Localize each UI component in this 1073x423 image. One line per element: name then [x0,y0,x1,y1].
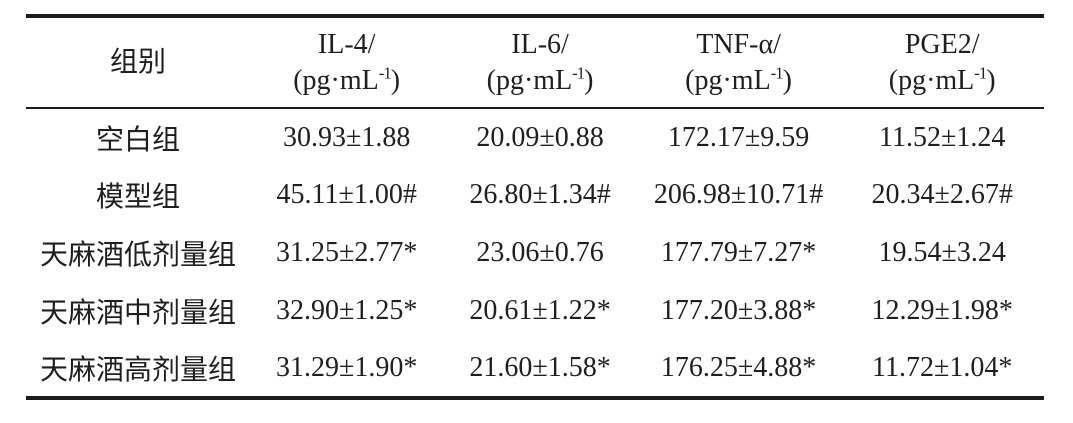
cell-tnf: 176.25±4.88* [660,352,817,383]
col-header-tnf: TNF-α/ (pg·mL-1) [637,16,841,108]
col-header-pge2: PGE2/ (pg·mL-1) [840,16,1044,108]
pge2-header-name: PGE2/ [904,28,980,60]
cell-pge2: 12.29±1.98* [871,295,1013,326]
cell-tnf: 206.98±10.71# [653,179,824,210]
unit-superscript: -1 [974,63,987,83]
table-row-high-dose-group: 天麻酒高剂量组 31.29±1.90* 21.60±1.58* 176.25±4… [26,340,1044,398]
col-header-il6: IL-6/ (pg·mL-1) [443,16,636,108]
cell-il6: 26.80±1.34# [469,179,611,210]
tnf-header-unit: (pg·mL-1) [685,63,792,96]
header-row: 组别 IL-4/ (pg·mL-1) IL-6/ (pg·mL-1) TNF-α… [26,16,1044,108]
table-row-model-group: 模型组 45.11±1.00# 26.80±1.34# 206.98±10.71… [26,166,1044,224]
cell-il6: 21.60±1.58* [469,352,611,383]
cell-tnf: 177.20±3.88* [660,295,817,326]
table-row-mid-dose-group: 天麻酒中剂量组 32.90±1.25* 20.61±1.22* 177.20±3… [26,282,1044,340]
unit-superscript: -1 [572,63,585,83]
row-label: 空白组 [95,124,180,156]
cell-pge2: 11.72±1.04* [872,352,1013,383]
unit-superscript: -1 [770,63,784,83]
cell-il4: 32.90±1.25* [275,295,418,326]
il4-header-name: IL-4/ [317,28,376,60]
row-label: 天麻酒低剂量组 [39,240,236,271]
row-label: 模型组 [95,182,180,213]
cell-il4: 31.25±2.77* [275,237,418,268]
cell-tnf: 177.79±7.27* [660,237,817,268]
cell-il6: 23.06±0.76 [476,237,604,268]
cell-il4: 31.29±1.90* [275,352,418,383]
table-header: 组别 IL-4/ (pg·mL-1) IL-6/ (pg·mL-1) TNF-α… [26,16,1044,108]
col-header-group: 组别 [26,16,250,108]
cell-pge2: 19.54±3.24 [878,237,1006,268]
table-row-low-dose-group: 天麻酒低剂量组 31.25±2.77* 23.06±0.76 177.79±7.… [26,224,1044,282]
cell-il4: 30.93±1.88 [282,121,411,153]
il6-header-unit: (pg·mL-1) [486,63,594,96]
row-label: 天麻酒高剂量组 [39,355,236,386]
results-table: 组别 IL-4/ (pg·mL-1) IL-6/ (pg·mL-1) TNF-α… [26,14,1044,400]
pge2-header-unit: (pg·mL-1) [888,63,996,96]
cell-il6: 20.61±1.22* [469,295,611,326]
cell-pge2: 11.52±1.24 [879,121,1006,153]
table-body: 空白组 30.93±1.88 20.09±0.88 172.17±9.59 11… [26,108,1044,398]
cell-tnf: 172.17±9.59 [667,121,810,153]
cell-il4: 45.11±1.00# [276,179,417,210]
table-row-blank-group: 空白组 30.93±1.88 20.09±0.88 172.17±9.59 11… [26,108,1044,166]
results-table-container: 组别 IL-4/ (pg·mL-1) IL-6/ (pg·mL-1) TNF-α… [26,14,1044,400]
row-label: 天麻酒中剂量组 [39,298,236,329]
unit-superscript: -1 [378,63,392,83]
tnf-header-name: TNF-α/ [696,28,781,60]
cell-il6: 20.09±0.88 [476,121,604,153]
cell-pge2: 20.34±2.67# [871,179,1013,210]
group-header-label: 组别 [109,46,166,78]
il4-header-unit: (pg·mL-1) [293,63,401,96]
il6-header-name: IL-6/ [511,28,569,60]
col-header-il4: IL-4/ (pg·mL-1) [250,16,443,108]
